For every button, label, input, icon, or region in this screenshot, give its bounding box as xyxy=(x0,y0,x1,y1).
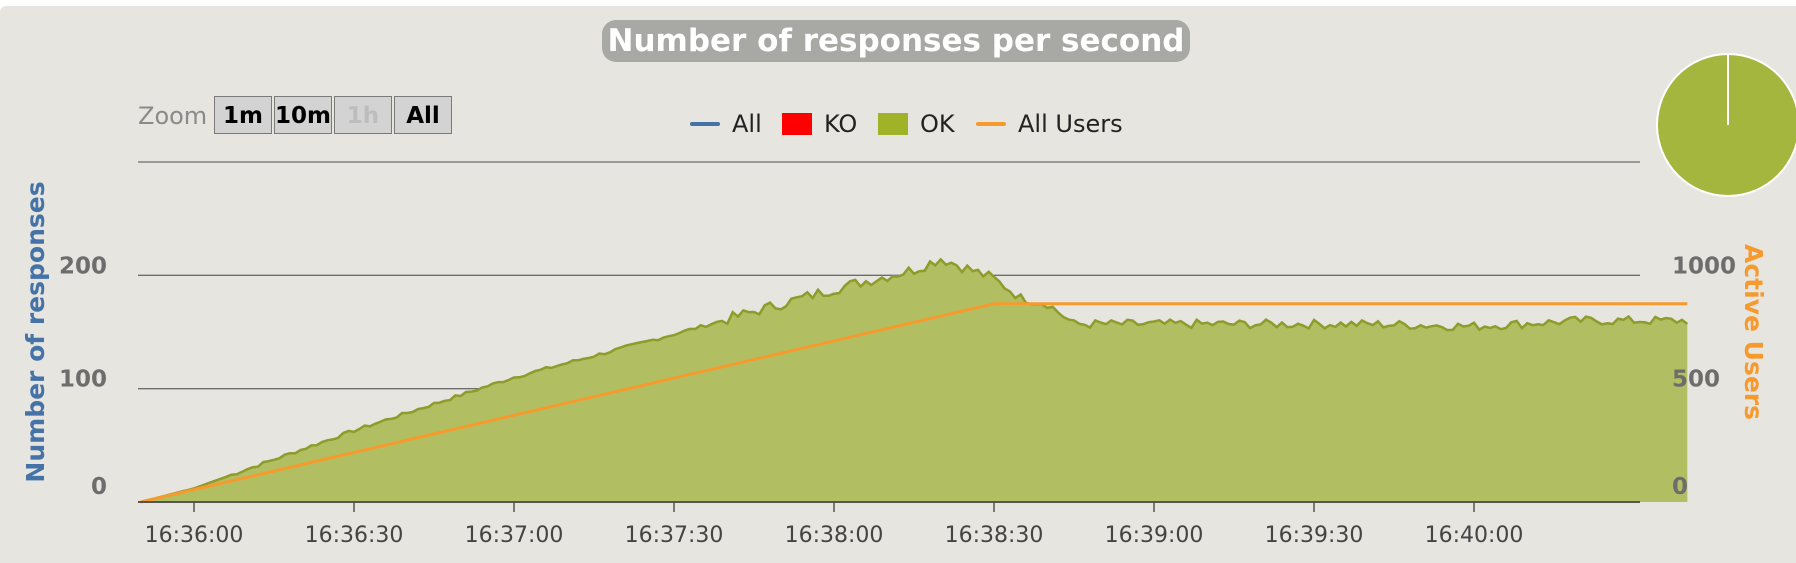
x-tick-label-6: 16:39:00 xyxy=(1105,523,1204,548)
y-tick-label-100: 100 xyxy=(59,367,107,393)
legend-label-ok: OK xyxy=(920,110,955,138)
x-tick-label-7: 16:39:30 xyxy=(1265,523,1364,548)
legend-item-all[interactable]: All xyxy=(690,110,762,138)
ok-area xyxy=(140,259,1688,502)
all-users-line xyxy=(140,302,1688,504)
legend-label-ko: KO xyxy=(824,110,858,138)
y2-axis-title: Active Users xyxy=(1739,244,1768,420)
zoom-all-button[interactable]: All xyxy=(394,96,452,134)
y-axis-title: Number of responses xyxy=(21,181,50,482)
legend-item-all-users[interactable]: All Users xyxy=(976,110,1123,138)
legend-symbol-all-users xyxy=(976,122,1006,126)
ok-area-outline xyxy=(140,257,1689,504)
x-tick-label-2: 16:37:00 xyxy=(465,523,564,548)
y-tick-label-0: 0 xyxy=(91,474,107,500)
x-tick-label-0: 16:36:00 xyxy=(145,523,244,548)
legend-symbol-all xyxy=(690,122,720,126)
x-tick-label-8: 16:40:00 xyxy=(1425,523,1524,548)
y-tick-label-200: 200 xyxy=(59,253,107,279)
x-tick-label-4: 16:38:00 xyxy=(785,523,884,548)
zoom-10m-button[interactable]: 10m xyxy=(274,96,332,134)
x-tick-label-5: 16:38:30 xyxy=(945,523,1044,548)
y2-tick-label-500: 500 xyxy=(1672,367,1720,393)
y2-tick-label-1000: 1000 xyxy=(1672,253,1736,279)
legend-label-all: All xyxy=(732,110,762,138)
legend-label-all-users: All Users xyxy=(1018,110,1123,138)
chart-title: Number of responses per second xyxy=(602,20,1190,62)
y2-tick-label-0: 0 xyxy=(1672,474,1688,500)
zoom-1m-button[interactable]: 1m xyxy=(214,96,272,134)
zoom-1h-button: 1h xyxy=(334,96,392,134)
legend-item-ko[interactable]: KO xyxy=(782,110,857,138)
legend-item-ok[interactable]: OK xyxy=(878,110,955,138)
x-tick-label-1: 16:36:30 xyxy=(305,523,404,548)
legend-symbol-ko xyxy=(782,113,812,135)
x-tick-label-3: 16:37:30 xyxy=(625,523,724,548)
legend-symbol-ok xyxy=(878,113,908,135)
zoom-label: Zoom xyxy=(138,102,208,130)
